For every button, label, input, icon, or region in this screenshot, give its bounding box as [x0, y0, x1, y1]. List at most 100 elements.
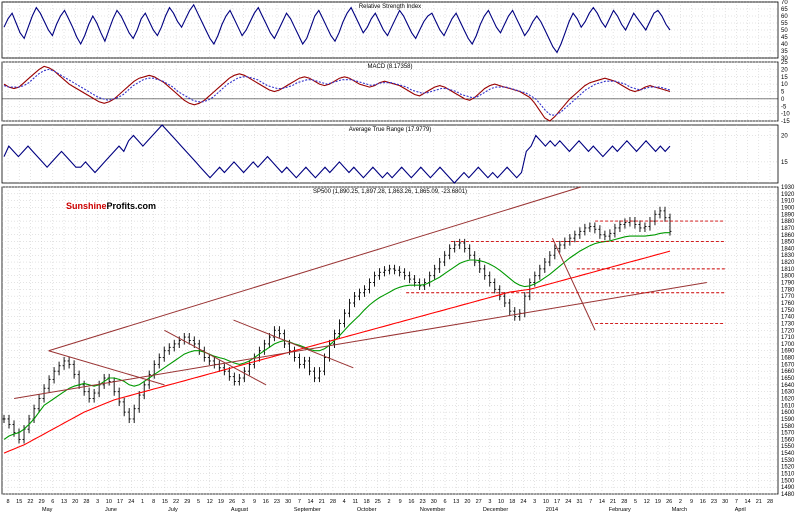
x-tick-label: 1: [141, 499, 144, 505]
x-tick-label: 16: [700, 499, 706, 505]
y-tick-label: 1810: [781, 267, 795, 273]
y-tick-label: 1600: [781, 410, 795, 416]
x-tick-label: 23: [274, 499, 280, 505]
series-line-price-1: [3, 232, 670, 440]
x-tick-label: 3: [533, 499, 536, 505]
y-tick-label: 1650: [781, 376, 795, 382]
x-tick-label: 26: [666, 499, 672, 505]
trendline: [233, 319, 354, 369]
y-tick-label: 20: [781, 134, 788, 140]
month-label: December: [483, 507, 509, 512]
y-tick-label: 35: [781, 49, 788, 55]
y-tick-label: 1550: [781, 444, 795, 450]
y-tick-label: 1610: [781, 403, 795, 409]
panel-frame: [1, 61, 779, 122]
month-label: February: [609, 507, 631, 512]
month-label: 2014: [546, 507, 558, 512]
x-tick-label: 28: [83, 499, 89, 505]
x-tick-label: 29: [184, 499, 190, 505]
x-tick-label: 7: [298, 499, 301, 505]
x-tick-label: 11: [353, 499, 359, 505]
y-tick-label: 0: [781, 97, 785, 103]
month-label: September: [294, 507, 321, 512]
y-tick-label: 1590: [781, 417, 795, 423]
x-tick-label: 31: [576, 499, 582, 505]
y-tick-label: 1620: [781, 396, 795, 402]
x-tick-label: 15: [162, 499, 168, 505]
x-tick-label: 3: [488, 499, 491, 505]
y-tick-label: 1490: [781, 485, 795, 491]
y-tick-label: 1530: [781, 458, 795, 464]
x-tick-label: 9: [253, 499, 256, 505]
y-tick-label: 1480: [781, 492, 795, 498]
y-tick-label: 5: [781, 90, 785, 96]
y-tick-label: 1510: [781, 472, 795, 478]
series-line-macd-1: [3, 68, 671, 116]
x-tick-label: 18: [364, 499, 370, 505]
y-tick-label: 1690: [781, 349, 795, 355]
x-tick-label: 8: [6, 499, 9, 505]
y-tick-label: 1540: [781, 451, 795, 457]
y-tick-label: 1560: [781, 437, 795, 443]
x-tick-label: 25: [375, 499, 381, 505]
x-tick-label: 5: [634, 499, 637, 505]
panel-price: 1480149015001510152015301540155015601570…: [1, 185, 795, 498]
y-tick-label: 1780: [781, 287, 795, 293]
x-tick-label: 16: [408, 499, 414, 505]
y-tick-label: 1710: [781, 335, 795, 341]
x-tick-label: 22: [173, 499, 179, 505]
x-tick-label: 2: [679, 499, 682, 505]
logo-part-sunshine: Sunshine: [66, 201, 107, 211]
x-tick-label: 15: [16, 499, 22, 505]
y-tick-label: 15: [781, 75, 788, 81]
y-tick-label: -15: [781, 119, 790, 125]
month-label: March: [672, 507, 687, 512]
x-tick-label: 13: [453, 499, 459, 505]
y-tick-label: 1910: [781, 199, 795, 205]
y-tick-label: 1740: [781, 315, 795, 321]
y-tick-label: 1880: [781, 219, 795, 225]
panel-title: Relative Strength Index: [359, 4, 421, 10]
y-tick-label: 1500: [781, 478, 795, 484]
y-tick-label: 1890: [781, 212, 795, 218]
x-tick-label: 12: [644, 499, 650, 505]
month-label: May: [42, 507, 53, 512]
panel-title: MACD (8.17358): [367, 64, 412, 70]
y-tick-label: -10: [781, 112, 790, 118]
x-tick-label: 24: [565, 499, 571, 505]
x-tick-label: 19: [655, 499, 661, 505]
x-tick-label: 29: [39, 499, 45, 505]
trendline: [164, 329, 267, 386]
x-tick-label: 21: [756, 499, 762, 505]
y-tick-label: 1630: [781, 390, 795, 396]
x-tick-label: 20: [464, 499, 470, 505]
y-tick-label: 1860: [781, 233, 795, 239]
x-tick-label: 28: [767, 499, 773, 505]
logo-text: SunshineProfits.com: [66, 201, 156, 211]
trendline: [14, 282, 707, 399]
y-tick-label: 1640: [781, 383, 795, 389]
x-tick-label: 19: [218, 499, 224, 505]
y-tick-label: 1760: [781, 301, 795, 307]
y-tick-label: 1670: [781, 362, 795, 368]
panel-title: SP500 (1,890.25, 1,897.28, 1,863.26, 1,8…: [313, 189, 467, 195]
x-tick-label: 6: [443, 499, 446, 505]
y-tick-label: 1920: [781, 192, 795, 198]
x-tick-label: 16: [263, 499, 269, 505]
y-tick-label: 1680: [781, 356, 795, 362]
y-tick-label: 1850: [781, 240, 795, 246]
month-label: June: [105, 507, 117, 512]
x-tick-label: 28: [330, 499, 336, 505]
x-tick-label: 8: [152, 499, 155, 505]
x-tick-label: 14: [745, 499, 751, 505]
x-tick-label: 18: [509, 499, 515, 505]
y-tick-label: 1700: [781, 342, 795, 348]
panel-atr: 15 20 Average True Range (17.9779): [1, 124, 788, 184]
y-tick-label: 40: [781, 42, 788, 48]
y-tick-label: 70: [781, 0, 788, 6]
y-tick-label: 1730: [781, 321, 795, 327]
y-tick-label: 1750: [781, 308, 795, 314]
x-tick-label: 9: [690, 499, 693, 505]
x-tick-label: 20: [72, 499, 78, 505]
